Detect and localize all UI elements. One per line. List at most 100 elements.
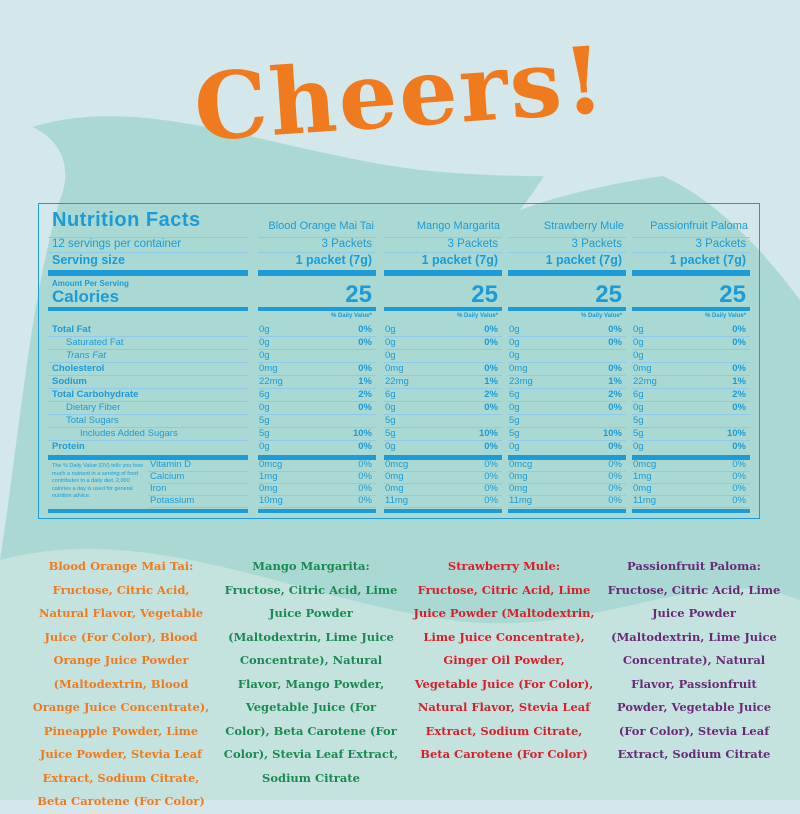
daily-value: 0% (608, 459, 622, 470)
nutrient-name: Saturated Fat (66, 337, 124, 348)
divider (384, 414, 502, 415)
amount: 0g (633, 350, 644, 361)
daily-value: 0% (484, 459, 498, 470)
nutrient-name: Total Fat (52, 324, 91, 335)
nutrient-name: Total Sugars (66, 415, 119, 426)
divider (508, 375, 626, 376)
wave-shape (520, 0, 800, 210)
servings: 3 Packets (571, 238, 623, 250)
amount: 0mg (259, 363, 278, 374)
divider (508, 440, 626, 441)
heading: Nutrition Facts (52, 209, 201, 231)
daily-value: 1% (608, 376, 622, 387)
amount: 0mg (509, 363, 528, 374)
wave-shape (0, 120, 66, 560)
amount: 5g (385, 415, 396, 426)
rule (632, 509, 750, 513)
daily-value: 0% (484, 337, 498, 348)
daily-value: 0% (358, 459, 372, 470)
rule (258, 509, 376, 513)
divider (148, 483, 248, 484)
divider (258, 507, 376, 508)
daily-value: 0% (358, 363, 372, 374)
daily-value: 0% (732, 324, 746, 335)
divider (48, 414, 248, 415)
divider (258, 349, 376, 350)
amount: 22mg (385, 376, 409, 387)
daily-value-header: % Daily Value* (330, 313, 372, 319)
daily-value: 0% (484, 495, 498, 506)
amount: 0mcg (259, 459, 283, 470)
divider (258, 483, 376, 484)
ingredient-block: Passionfruit Paloma: Fructose, Citric Aci… (604, 555, 784, 767)
rule (384, 455, 502, 460)
servings: 3 Packets (447, 238, 499, 250)
daily-value: 0% (358, 337, 372, 348)
amount: 0mg (509, 483, 528, 494)
divider (384, 252, 502, 253)
nutrient-name: Potassium (150, 495, 195, 506)
nutrient-name: Protein (52, 441, 85, 452)
serving-size: 1 packet (7g) (669, 253, 746, 267)
serving-size: 1 packet (7g) (295, 253, 372, 267)
divider (632, 388, 750, 389)
calories-label: Calories (52, 287, 120, 306)
wave-shape (0, 548, 800, 800)
nutrient-name: Calcium (150, 471, 185, 482)
divider (384, 495, 502, 496)
daily-value: 0% (358, 402, 372, 413)
divider (384, 507, 502, 508)
rule (508, 455, 626, 460)
nutrient-name: Cholesterol (52, 363, 105, 374)
divider (258, 414, 376, 415)
divider (384, 401, 502, 402)
rule (48, 455, 248, 460)
daily-value: 0% (732, 441, 746, 452)
amount: 0mg (633, 483, 652, 494)
ingredient-block: Strawberry Mule: Fructose, Citric Acid, L… (412, 555, 596, 767)
calories: 25 (471, 281, 498, 308)
daily-value: 0% (358, 441, 372, 452)
product-name: Blood Orange Mai Tai (268, 220, 374, 232)
divider (508, 237, 626, 238)
divider (258, 427, 376, 428)
divider (258, 471, 376, 472)
divider (508, 349, 626, 350)
divider (384, 237, 502, 238)
divider (48, 440, 248, 441)
amount: 0g (509, 402, 520, 413)
amount: 5g (509, 415, 520, 426)
daily-value: 1% (484, 376, 498, 387)
divider (258, 401, 376, 402)
amount-per-serving: Amount Per Serving (52, 279, 129, 288)
daily-value: 0% (732, 363, 746, 374)
daily-value: 0% (608, 483, 622, 494)
divider (632, 495, 750, 496)
daily-value: 0% (608, 337, 622, 348)
divider (632, 362, 750, 363)
ingredient-block: Mango Margarita: Fructose, Citric Acid, L… (222, 555, 400, 790)
calories: 25 (719, 281, 746, 308)
daily-value: 10% (478, 428, 498, 439)
daily-value: 0% (608, 441, 622, 452)
amount: 6g (509, 389, 520, 400)
rule (48, 307, 248, 311)
amount: 5g (259, 415, 270, 426)
amount: 6g (633, 389, 644, 400)
amount: 0g (259, 337, 270, 348)
rule (384, 509, 502, 513)
rule (508, 509, 626, 513)
amount: 0g (509, 324, 520, 335)
divider (48, 336, 248, 337)
nutrient-name: Dietary Fiber (66, 402, 121, 413)
divider (384, 336, 502, 337)
daily-value: 10% (352, 428, 372, 439)
divider (632, 252, 750, 253)
nutrient-name: Vitamin D (150, 459, 192, 470)
nutrient-name: Sodium (52, 376, 87, 387)
daily-value-header: % Daily Value* (704, 313, 746, 319)
serving-size: 1 packet (7g) (545, 253, 622, 267)
divider (258, 388, 376, 389)
divider (148, 507, 248, 508)
amount: 6g (259, 389, 270, 400)
